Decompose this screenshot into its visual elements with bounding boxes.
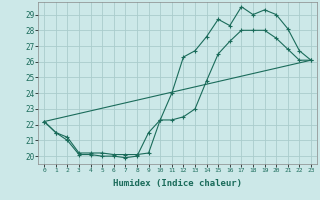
X-axis label: Humidex (Indice chaleur): Humidex (Indice chaleur) [113,179,242,188]
